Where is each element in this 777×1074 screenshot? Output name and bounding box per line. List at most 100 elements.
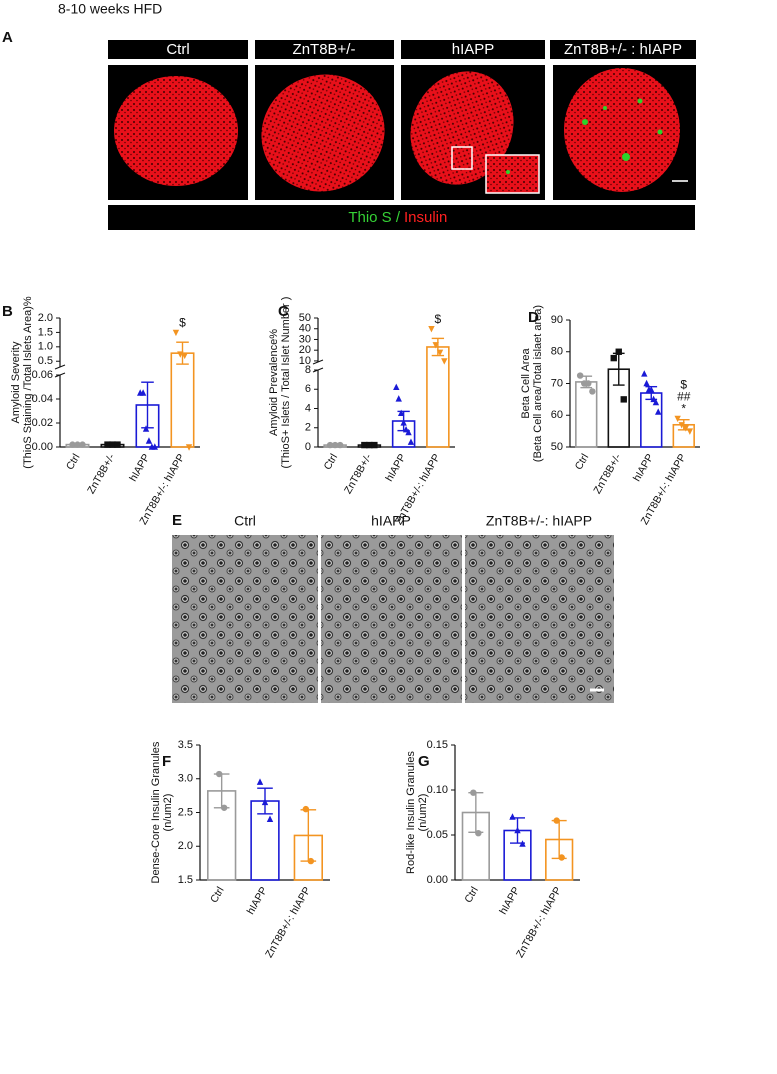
x-tick-label: Ctrl xyxy=(573,452,592,472)
panel-e: Ctrl hIAPP ZnT8B+/-: hIAPP xyxy=(172,513,614,703)
thios-stain xyxy=(506,170,510,174)
x-tick-label: hIAPP xyxy=(497,885,522,917)
panel-letter: B xyxy=(2,303,13,320)
y-tick-label: 1.0 xyxy=(38,341,53,353)
x-tick-label: Ctrl xyxy=(64,452,83,472)
y-tick-label: 40 xyxy=(299,323,311,335)
image-label: hIAPP xyxy=(452,41,495,58)
y-tick-label: 4 xyxy=(305,402,311,414)
data-point xyxy=(553,817,560,824)
data-point xyxy=(220,804,228,811)
image-label: hIAPP xyxy=(371,513,411,529)
significance-mark: $ xyxy=(435,312,442,326)
image-label: Ctrl xyxy=(166,41,189,58)
data-point xyxy=(151,443,158,450)
data-point xyxy=(145,437,153,444)
data-point xyxy=(74,441,81,448)
data-point xyxy=(215,770,223,778)
x-tick-label: ZnT8B+/- xyxy=(342,451,375,496)
data-point xyxy=(441,358,448,365)
caption-red: Insulin xyxy=(404,209,447,226)
y-tick-label: 30 xyxy=(299,333,311,345)
header: 8-10 weeks HFD xyxy=(58,1,162,17)
y-tick-label: 3.5 xyxy=(178,739,193,751)
data-point xyxy=(589,388,596,395)
data-point xyxy=(641,370,648,377)
data-point xyxy=(576,372,584,379)
y-tick-label: 6 xyxy=(305,383,311,395)
y-tick-label: 3.0 xyxy=(178,773,193,785)
label-bar xyxy=(255,40,394,59)
data-point xyxy=(361,441,368,449)
y-tick-label: 8 xyxy=(305,364,311,376)
y-tick-label: 0.10 xyxy=(427,784,448,796)
y-tick-label: 50 xyxy=(551,441,563,453)
data-point xyxy=(366,441,373,449)
axis-break xyxy=(312,367,324,373)
y-axis-label: (ThioS+ Islets / Total Islet Number ) xyxy=(280,297,292,469)
panel-letter: C xyxy=(278,303,289,320)
y-axis-label: (n/um2) xyxy=(417,794,429,832)
significance-mark: $ xyxy=(680,378,687,392)
em-image xyxy=(321,535,462,703)
panel-letter: G xyxy=(418,753,430,770)
data-point xyxy=(307,857,315,865)
em-image xyxy=(172,535,318,703)
label-bar xyxy=(550,40,696,59)
data-point xyxy=(558,854,565,861)
data-point xyxy=(615,348,622,355)
data-point xyxy=(432,342,439,349)
panel-a: Ctrl ZnT8B+/- hIAPP ZnT8B+/- : hIAPP Thi… xyxy=(108,40,696,230)
islet xyxy=(261,74,385,192)
significance-mark: $ xyxy=(179,316,186,330)
y-tick-label: 1.5 xyxy=(38,326,53,338)
data-point xyxy=(436,349,444,357)
data-point xyxy=(336,441,344,449)
y-tick-label: 2.0 xyxy=(38,312,53,324)
y-tick-label: 2.5 xyxy=(178,806,193,818)
y-tick-label: 2 xyxy=(305,422,311,434)
data-point xyxy=(302,805,310,813)
islet xyxy=(114,76,238,186)
y-tick-label: 60 xyxy=(551,409,563,421)
y-axis-label: Rod-like Insulin Granules xyxy=(405,751,417,874)
data-point xyxy=(261,798,269,806)
significance-mark: * xyxy=(681,402,686,416)
data-point xyxy=(509,813,516,820)
y-tick-label: 0.00 xyxy=(32,441,53,453)
y-axis-label: (ThioS Staining /Total Islets Area)% xyxy=(22,296,34,469)
islet xyxy=(564,68,680,192)
y-tick-label: 0.02 xyxy=(32,417,53,429)
y-tick-label: 1.5 xyxy=(178,874,193,886)
bar xyxy=(170,352,195,448)
data-point xyxy=(652,398,660,406)
data-point xyxy=(585,380,592,387)
x-tick-label: ZnT8B+/- xyxy=(591,451,624,496)
significance-mark: ## xyxy=(677,390,691,404)
axis-break xyxy=(312,359,324,365)
y-axis-label: Amyloid Prevalence% xyxy=(268,329,280,436)
x-tick-label: ZnT8B+/-: hIAPP xyxy=(263,885,313,960)
data-point xyxy=(686,428,694,435)
em-image xyxy=(465,535,614,703)
data-point xyxy=(470,789,477,796)
data-point xyxy=(610,354,617,362)
y-axis-label: (Beta Cell area/Total islaet area) xyxy=(532,305,544,462)
data-point xyxy=(139,389,147,396)
image-label: ZnT8B+/-: hIAPP xyxy=(486,513,592,529)
data-point xyxy=(475,830,482,837)
data-point xyxy=(69,441,76,448)
x-tick-label: ZnT8B+/- xyxy=(85,451,118,496)
y-axis-label: (n/um2) xyxy=(162,794,174,832)
y-tick-label: 20 xyxy=(299,344,311,356)
y-axis-label: Dense-Core Insulin Granules xyxy=(150,741,162,883)
y-tick-label: 2.0 xyxy=(178,840,193,852)
y-axis-label: Amyloid Severity xyxy=(10,341,22,423)
data-point xyxy=(79,441,86,448)
y-tick-label: 80 xyxy=(551,346,563,358)
data-point xyxy=(109,441,116,448)
data-point xyxy=(514,826,521,834)
data-point xyxy=(674,415,681,423)
x-tick-label: hIAPP xyxy=(631,452,656,484)
data-point xyxy=(428,326,435,333)
